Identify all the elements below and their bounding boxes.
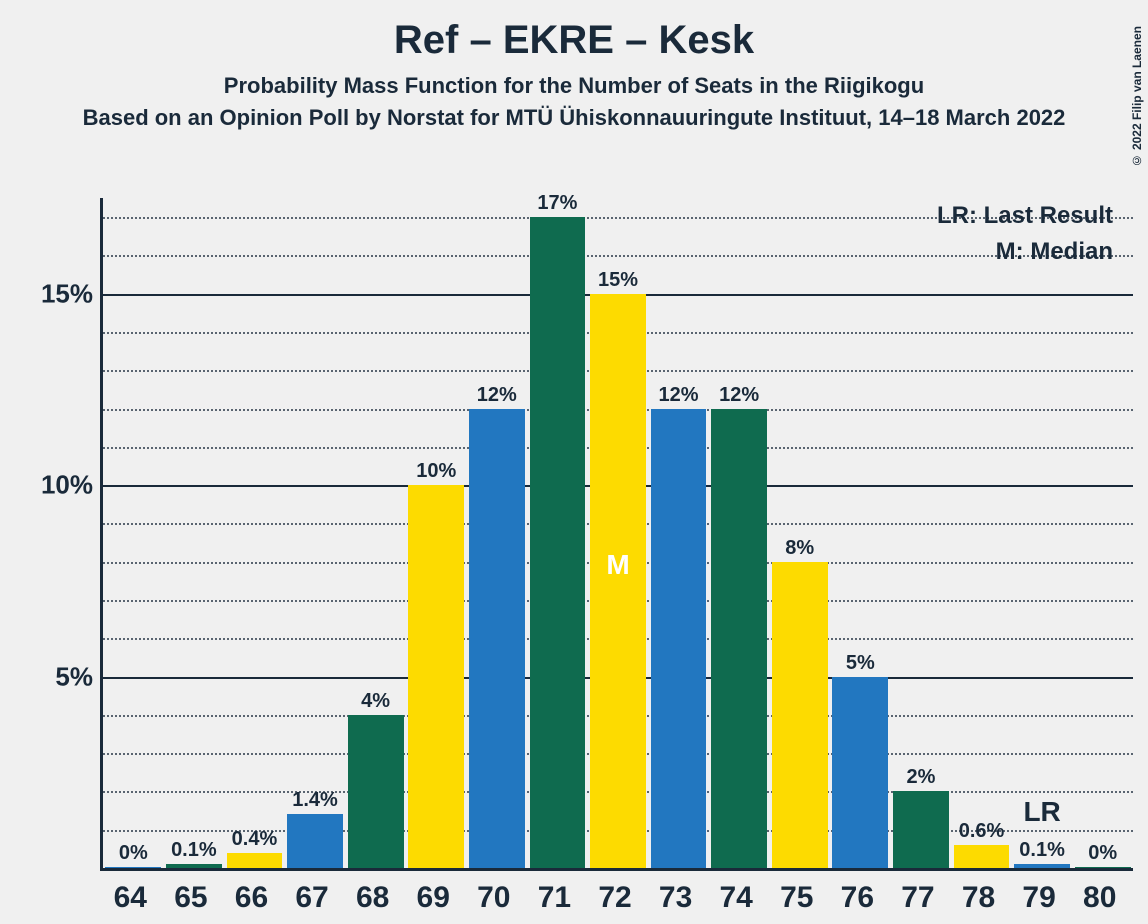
bar: 0.6% xyxy=(954,845,1010,868)
bar: 12% xyxy=(651,409,707,868)
bar: 12% xyxy=(469,409,525,868)
x-tick-label: 70 xyxy=(477,881,510,915)
chart-title: Ref – EKRE – Kesk xyxy=(0,18,1148,63)
x-tick-label: 72 xyxy=(598,881,631,915)
y-tick-label: 10% xyxy=(41,470,103,501)
chart-source-line: Based on an Opinion Poll by Norstat for … xyxy=(0,105,1148,131)
bar: 0.1% xyxy=(1014,864,1070,868)
bar-value-label: 0.4% xyxy=(232,828,278,851)
bar: 15%M xyxy=(590,294,646,868)
x-tick-label: 69 xyxy=(417,881,450,915)
x-tick-label: 66 xyxy=(235,881,268,915)
bar: 10% xyxy=(408,485,464,868)
bar-value-label: 8% xyxy=(785,537,814,560)
chart-subtitle: Probability Mass Function for the Number… xyxy=(0,73,1148,99)
y-tick-label: 15% xyxy=(41,278,103,309)
x-tick-label: 78 xyxy=(962,881,995,915)
x-axis-labels: 64 65 66 67 68 69 70 71 72 73 74 75 76 77 78 79 80 xyxy=(100,871,1130,921)
bar: 0% xyxy=(105,867,161,868)
bar-value-label: 12% xyxy=(477,384,517,407)
bar-value-label: 17% xyxy=(537,192,577,215)
bar: 17% xyxy=(530,217,586,868)
x-tick-label: 75 xyxy=(780,881,813,915)
bar: 12% xyxy=(711,409,767,868)
bar: 0.1% xyxy=(166,864,222,868)
x-tick-label: 67 xyxy=(295,881,328,915)
median-marker: M xyxy=(606,549,629,581)
bar-value-label: 0.1% xyxy=(171,839,217,862)
bar-value-label: 4% xyxy=(361,690,390,713)
x-tick-label: 79 xyxy=(1022,881,1055,915)
x-tick-label: 77 xyxy=(901,881,934,915)
bar: 0.4% xyxy=(227,853,283,868)
x-tick-label: 76 xyxy=(841,881,874,915)
bar-value-label: 0% xyxy=(119,842,148,865)
bar-value-label: 0.6% xyxy=(959,820,1005,843)
bar: 2% xyxy=(893,791,949,868)
x-tick-label: 73 xyxy=(659,881,692,915)
bar: 4% xyxy=(348,715,404,868)
y-tick-label: 5% xyxy=(55,661,103,692)
bar-value-label: 0.1% xyxy=(1019,839,1065,862)
bar: 8% xyxy=(772,562,828,868)
last-result-marker: LR xyxy=(1023,796,1060,828)
bar-value-label: 5% xyxy=(846,652,875,675)
bar: 1.4% xyxy=(287,814,343,868)
bar: 5% xyxy=(832,677,888,868)
chart-container: LR: Last Result M: Median 0%0.1%0.4%1.4%… xyxy=(0,178,1148,924)
plot-area: LR: Last Result M: Median 0%0.1%0.4%1.4%… xyxy=(100,198,1133,871)
bars-group: 0%0.1%0.4%1.4%4%10%12%17%15%M12%12%8%5%2… xyxy=(103,198,1133,868)
bar-value-label: 12% xyxy=(659,384,699,407)
x-tick-label: 71 xyxy=(538,881,571,915)
bar-value-label: 10% xyxy=(416,460,456,483)
x-tick-label: 65 xyxy=(174,881,207,915)
x-tick-label: 64 xyxy=(114,881,147,915)
bar-value-label: 2% xyxy=(906,766,935,789)
bar-value-label: 1.4% xyxy=(292,789,338,812)
bar-value-label: 15% xyxy=(598,269,638,292)
bar-value-label: 0% xyxy=(1088,842,1117,865)
bar-value-label: 12% xyxy=(719,384,759,407)
bar: 0% xyxy=(1075,867,1131,868)
x-tick-label: 80 xyxy=(1083,881,1116,915)
x-tick-label: 68 xyxy=(356,881,389,915)
copyright-text: © 2022 Filip van Laenen xyxy=(1130,26,1144,167)
x-tick-label: 74 xyxy=(719,881,752,915)
